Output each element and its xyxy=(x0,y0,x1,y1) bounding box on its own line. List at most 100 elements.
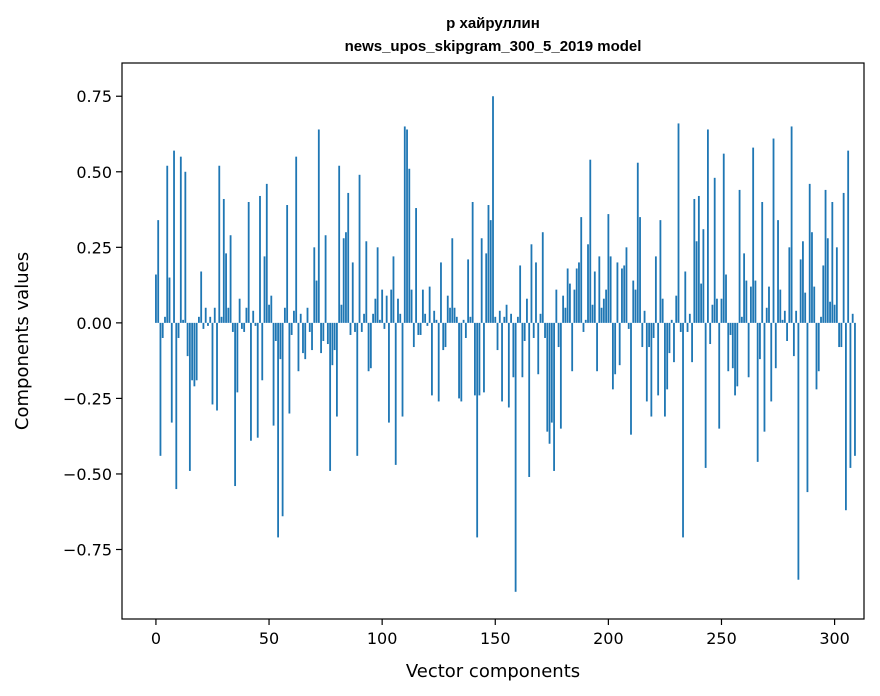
bar-238 xyxy=(693,198,696,323)
bar-101 xyxy=(383,322,386,329)
bar-139 xyxy=(469,316,472,323)
bar-169 xyxy=(537,322,540,375)
bar-100 xyxy=(381,289,384,323)
bar-187 xyxy=(578,262,580,323)
bar-266 xyxy=(756,322,759,462)
bar-262 xyxy=(747,322,750,378)
bar-90 xyxy=(358,174,361,323)
bar-295 xyxy=(822,265,825,323)
bar-250 xyxy=(720,298,723,323)
bar-6 xyxy=(168,277,171,323)
bar-171 xyxy=(541,232,544,323)
bar-144 xyxy=(480,238,483,323)
bar-165 xyxy=(528,322,531,477)
bar-254 xyxy=(729,322,732,335)
bar-229 xyxy=(673,322,675,363)
bar-116 xyxy=(417,322,420,335)
bar-102 xyxy=(385,295,388,323)
bar-10 xyxy=(177,322,180,338)
bar-110 xyxy=(403,126,406,323)
bar-26 xyxy=(213,307,216,323)
bar-70 xyxy=(313,247,316,323)
bar-172 xyxy=(544,322,546,338)
bar-290 xyxy=(811,232,813,323)
y-axis-ticks: −0.75 −0.50 −0.25 0.00 0.25 0.50 0.75 xyxy=(63,87,122,560)
bar-255 xyxy=(731,322,734,369)
bar-36 xyxy=(236,322,239,393)
bar-83 xyxy=(342,238,345,323)
bar-50 xyxy=(268,304,270,323)
bar-242 xyxy=(702,229,705,323)
bar-215 xyxy=(641,322,644,348)
bar-146 xyxy=(485,253,488,323)
bar-84 xyxy=(345,232,347,323)
bar-75 xyxy=(324,235,327,323)
bar-5 xyxy=(166,165,169,323)
bar-135 xyxy=(460,322,463,402)
bar-127 xyxy=(442,322,445,351)
bar-176 xyxy=(553,322,555,471)
bar-28 xyxy=(218,165,221,323)
bar-52 xyxy=(272,322,275,426)
bar-277 xyxy=(781,319,784,323)
bar-122 xyxy=(431,322,433,396)
bar-103 xyxy=(388,322,390,423)
bar-201 xyxy=(609,256,612,323)
bar-61 xyxy=(293,310,295,323)
chart-title-line1: р хайруллин xyxy=(446,15,540,32)
bar-270 xyxy=(765,307,768,323)
bar-145 xyxy=(483,322,485,393)
bar-271 xyxy=(768,286,770,323)
bar-113 xyxy=(410,289,413,323)
bar-230 xyxy=(675,295,678,323)
x-tick-label: 250 xyxy=(706,629,737,648)
bar-158 xyxy=(512,322,515,378)
bar-29 xyxy=(220,316,223,323)
bar-216 xyxy=(643,310,646,323)
bar-291 xyxy=(813,286,816,323)
x-tick-label: 200 xyxy=(593,629,624,648)
bar-177 xyxy=(555,289,558,323)
bar-88 xyxy=(354,322,356,332)
bar-73 xyxy=(320,322,322,354)
bar-248 xyxy=(716,298,718,323)
bar-188 xyxy=(580,217,583,323)
bar-306 xyxy=(847,150,850,323)
bar-132 xyxy=(453,307,456,323)
bar-244 xyxy=(707,129,709,323)
y-axis-label: Components values xyxy=(12,252,33,430)
y-tick-label: −0.50 xyxy=(63,465,112,484)
bar-67 xyxy=(306,307,309,323)
bar-138 xyxy=(467,259,470,323)
bar-182 xyxy=(566,268,569,323)
bar-71 xyxy=(315,280,318,323)
bar-150 xyxy=(494,316,497,323)
bar-31 xyxy=(225,253,227,323)
bar-44 xyxy=(254,322,257,326)
bar-249 xyxy=(718,322,721,429)
bar-181 xyxy=(564,307,567,323)
bar-20 xyxy=(200,271,203,323)
bar-223 xyxy=(659,220,662,323)
bar-243 xyxy=(704,322,707,468)
bar-35 xyxy=(234,322,237,487)
bar-152 xyxy=(498,310,501,323)
bar-19 xyxy=(198,316,200,323)
bar-309 xyxy=(854,322,856,456)
bar-192 xyxy=(589,159,592,323)
bar-153 xyxy=(501,322,503,402)
bar-8 xyxy=(173,150,175,323)
bar-32 xyxy=(227,307,230,323)
bar-227 xyxy=(668,322,671,354)
x-tick-label: 100 xyxy=(367,629,398,648)
bar-51 xyxy=(270,295,273,323)
y-tick-label: −0.25 xyxy=(63,389,112,408)
bar-21 xyxy=(202,322,205,329)
x-tick-label: 50 xyxy=(259,629,279,648)
bar-281 xyxy=(790,126,793,323)
bar-267 xyxy=(759,322,761,360)
bar-159 xyxy=(514,322,517,592)
bar-283 xyxy=(795,310,798,323)
bars-group xyxy=(155,96,856,592)
bar-275 xyxy=(777,220,779,323)
